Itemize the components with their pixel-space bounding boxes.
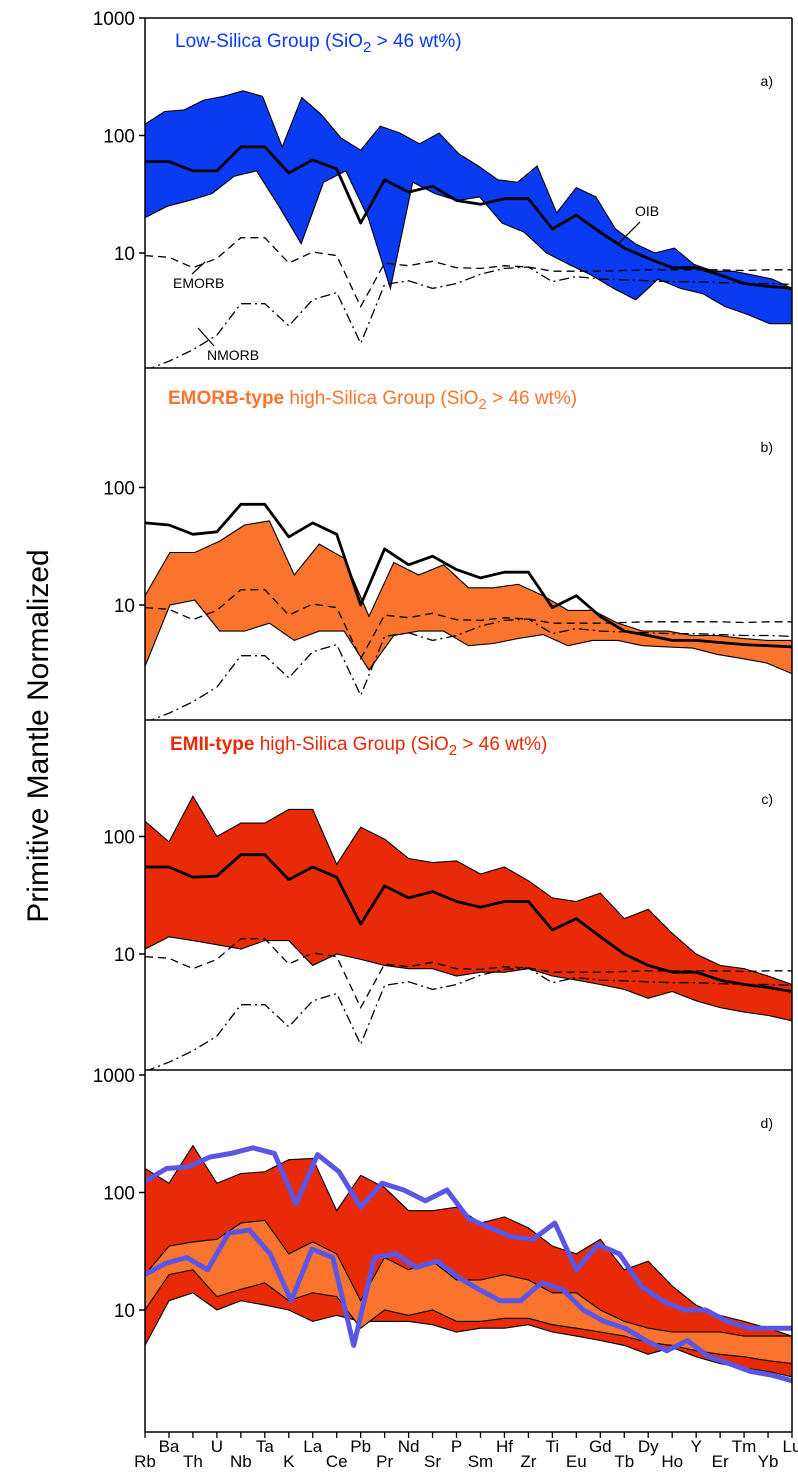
plot-area-a bbox=[145, 90, 792, 368]
line-a-1 bbox=[145, 145, 792, 290]
panel-b: 100 10 b) EMORB-type high-Silica Group (SiO… bbox=[103, 367, 793, 720]
panel-title-tail-c: > 46 wt%) bbox=[457, 734, 547, 755]
x-tick-label-Sm: Sm bbox=[468, 1452, 494, 1471]
x-tick-label-Nd: Nd bbox=[398, 1437, 420, 1456]
x-tick-label-Sr: Sr bbox=[424, 1452, 441, 1471]
x-tick-label-Ba: Ba bbox=[159, 1437, 180, 1456]
x-tick-label-Y: Y bbox=[690, 1437, 701, 1456]
x-tick-label-Ta: Ta bbox=[256, 1437, 275, 1456]
y-tick-label-a-2: 10 bbox=[114, 244, 135, 265]
nmorb-reference-line-b bbox=[149, 618, 792, 720]
x-tick-label-Zr: Zr bbox=[520, 1452, 536, 1471]
plot-area-b bbox=[145, 502, 792, 720]
annotation-nmorb: NMORB bbox=[207, 347, 259, 363]
x-tick-label-Tm: Tm bbox=[732, 1437, 757, 1456]
x-tick-label-K: K bbox=[283, 1452, 295, 1471]
x-tick-label-Ho: Ho bbox=[661, 1452, 683, 1471]
panel-title-c: EMII-type high-Silica Group (SiO2 > 46 w… bbox=[170, 734, 547, 759]
nmorb-reference-line-c bbox=[147, 967, 792, 1070]
panel-d: 1000 100 10 d) bbox=[93, 1066, 793, 1433]
panel-title-bold-b: EMORB-type bbox=[168, 388, 284, 409]
y-tick-label-a-0: 1000 bbox=[93, 9, 135, 30]
panel-title-bold-c: EMII-type bbox=[170, 734, 254, 755]
panel-letter-c: c) bbox=[761, 791, 773, 807]
panel-title-rest-a: Low-Silica Group (SiO bbox=[175, 31, 363, 52]
panel-letter-a: a) bbox=[761, 73, 773, 89]
panel-title-b: EMORB-type high-Silica Group (SiO2 > 46 … bbox=[168, 388, 577, 413]
line-c-1 bbox=[145, 853, 792, 993]
nmorb-reference-line-a bbox=[149, 266, 792, 368]
emorb-reference-line-b bbox=[145, 589, 792, 661]
x-tick-label-Eu: Eu bbox=[566, 1452, 587, 1471]
band-b-0 bbox=[145, 520, 792, 675]
panel-a: 1000 100 10 a) Low-Silica Group (SiO2 > 46 w… bbox=[93, 9, 793, 368]
x-tick-label-Ti: Ti bbox=[546, 1437, 560, 1456]
annotation-oib-leader bbox=[617, 221, 641, 245]
y-tick-label-c-1: 10 bbox=[114, 945, 135, 966]
x-tick-label-P: P bbox=[451, 1437, 462, 1456]
y-tick-label-d-0: 1000 bbox=[93, 1066, 135, 1087]
y-tick-label-b-0: 100 bbox=[103, 479, 135, 500]
x-tick-label-Th: Th bbox=[183, 1452, 203, 1471]
x-tick-label-Nb: Nb bbox=[230, 1452, 252, 1471]
panel-title-sub-b: 2 bbox=[478, 396, 486, 413]
y-tick-label-a-1: 100 bbox=[103, 127, 135, 148]
panel-letter-d: d) bbox=[761, 1115, 773, 1131]
annotation-oib: OIB bbox=[635, 203, 659, 219]
x-tick-label-Hf: Hf bbox=[496, 1437, 513, 1456]
panel-title-sub-a: 2 bbox=[363, 39, 371, 56]
x-tick-label-U: U bbox=[211, 1437, 223, 1456]
plot-area-d bbox=[145, 1144, 792, 1384]
x-tick-label-Rb: Rb bbox=[134, 1452, 156, 1471]
panel-title-sub-c: 2 bbox=[449, 742, 457, 759]
y-tick-label-b-1: 10 bbox=[114, 596, 135, 617]
y-tick-label-d-1: 100 bbox=[103, 1184, 135, 1205]
y-axis-label: Primitive Mantle Normalized bbox=[22, 549, 55, 922]
panel-title-tail-a: > 46 wt%) bbox=[371, 31, 461, 52]
y-tick-label-d-2: 10 bbox=[114, 1301, 135, 1322]
x-tick-label-Pr: Pr bbox=[376, 1452, 393, 1471]
plot-area-c bbox=[145, 795, 792, 1070]
x-tick-label-Gd: Gd bbox=[589, 1437, 612, 1456]
band-a-0 bbox=[145, 90, 792, 325]
annotation-emorb-leader bbox=[191, 261, 206, 275]
annotation-nmorb-leader bbox=[197, 327, 215, 347]
panel-c: 100 10 c) EMII-type high-Silica Group (SiO2… bbox=[103, 719, 793, 1070]
x-tick-label-Yb: Yb bbox=[758, 1452, 779, 1471]
y-tick-label-c-0: 100 bbox=[103, 828, 135, 849]
x-tick-label-Dy: Dy bbox=[638, 1437, 659, 1456]
panel-title-rest-b: high-Silica Group (SiO bbox=[284, 388, 478, 409]
x-tick-label-Ce: Ce bbox=[326, 1452, 348, 1471]
annotation-emorb: EMORB bbox=[173, 275, 224, 291]
x-tick-label-Pb: Pb bbox=[350, 1437, 371, 1456]
line-b-1 bbox=[145, 502, 792, 649]
panel-title-rest-c: high-Silica Group (SiO bbox=[254, 734, 448, 755]
emorb-reference-line-a bbox=[145, 237, 792, 309]
x-tick-label-Tb: Tb bbox=[614, 1452, 634, 1471]
x-tick-label-La: La bbox=[303, 1437, 322, 1456]
panel-title-tail-b: > 46 wt%) bbox=[487, 388, 577, 409]
line-d-2 bbox=[145, 1145, 792, 1331]
panel-letter-b: b) bbox=[761, 439, 773, 455]
x-tick-label-Lu: Lu bbox=[783, 1437, 798, 1456]
line-d-3 bbox=[145, 1227, 792, 1384]
band-c-0 bbox=[145, 795, 792, 1022]
x-tick-label-Er: Er bbox=[712, 1452, 729, 1471]
panel-title-a: Low-Silica Group (SiO2 > 46 wt%) bbox=[175, 31, 462, 56]
